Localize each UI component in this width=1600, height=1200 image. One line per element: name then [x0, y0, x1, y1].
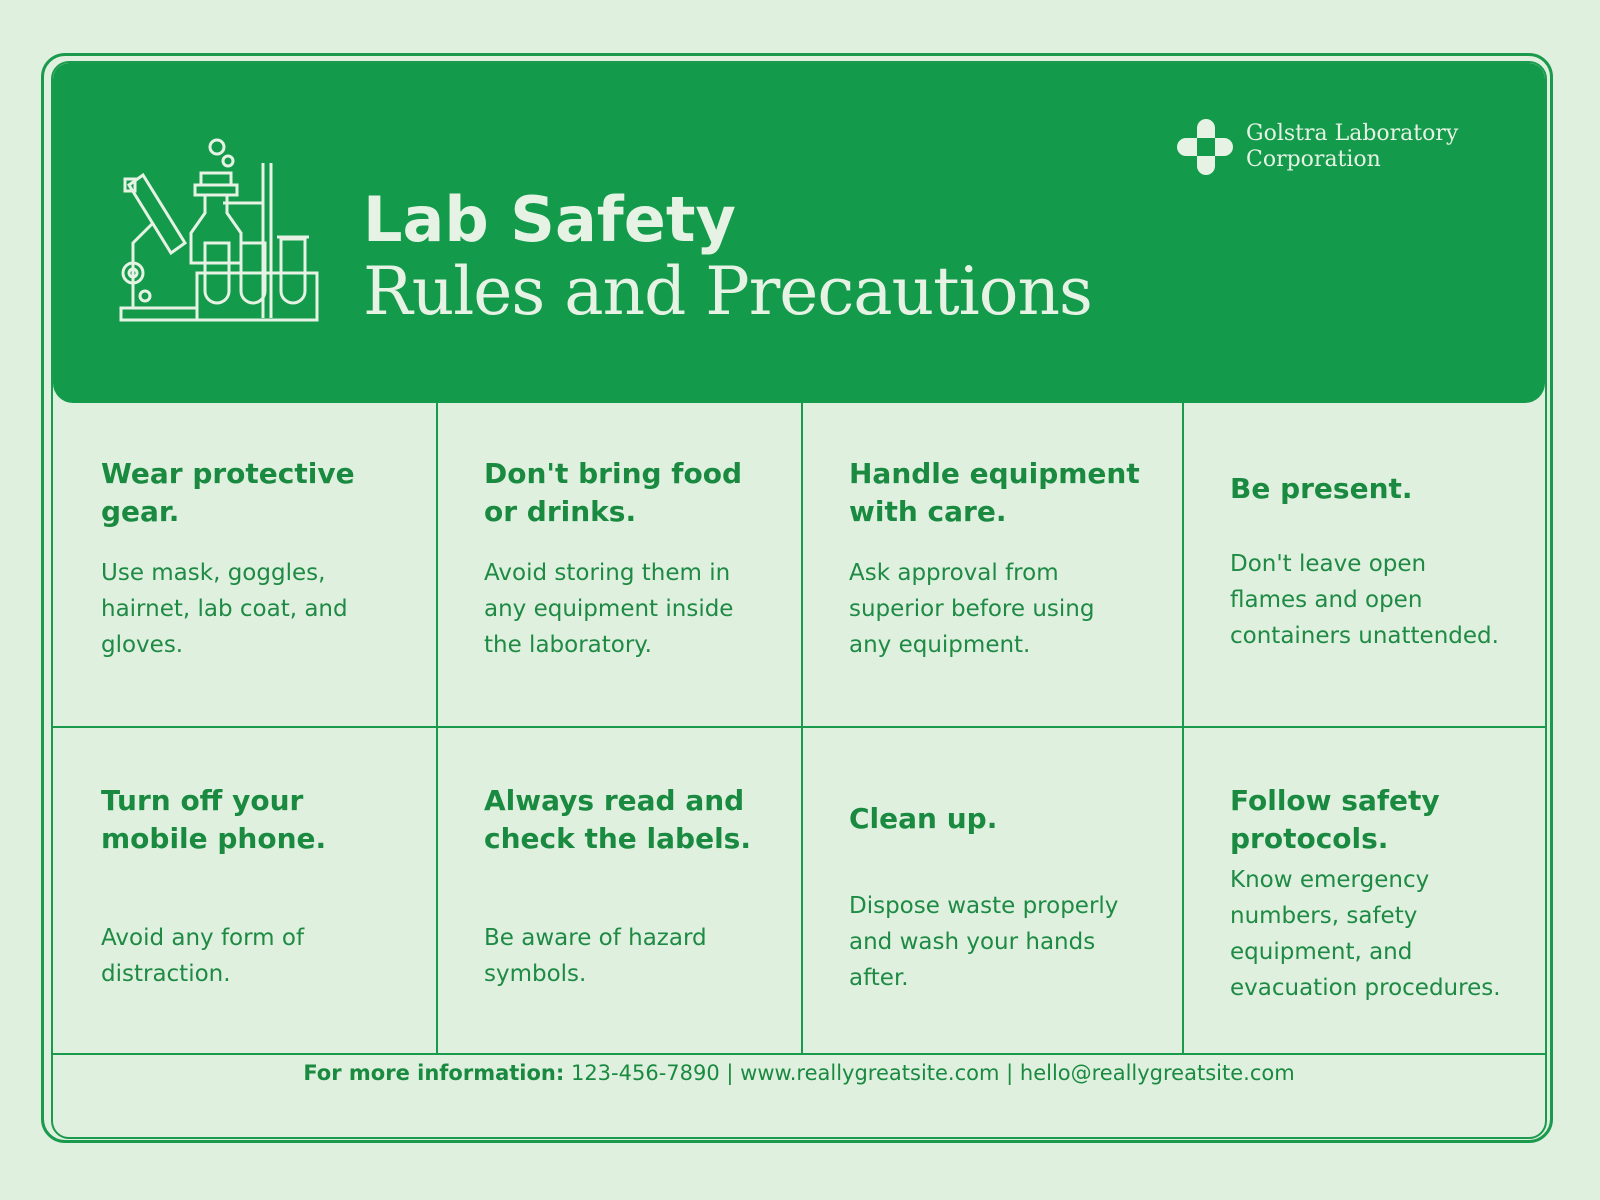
footer-label: For more information: — [303, 1061, 565, 1085]
rule-cell: Always read and check the labels. Be awar… — [436, 726, 801, 1053]
company-line: Corporation — [1246, 147, 1381, 172]
lab-icon — [119, 138, 319, 322]
rule-body: Avoid storing them in any equipment insi… — [484, 560, 734, 658]
inner-frame: Lab Safety Rules and Precautions Golstra… — [51, 61, 1547, 1139]
subtitle: Rules and Precautions — [363, 253, 1093, 330]
rule-body: Avoid any form of distraction. — [101, 925, 305, 987]
outer-frame — [41, 53, 1553, 1143]
rule-title: Handle equipment with care. — [849, 457, 1140, 528]
divider — [436, 403, 438, 1053]
divider — [1182, 403, 1184, 1053]
rule-title: Clean up. — [849, 802, 998, 835]
rule-cell: Turn off your mobile phone. Avoid any for… — [53, 726, 436, 1053]
divider — [53, 726, 1545, 728]
company-logo — [1177, 119, 1233, 175]
rule-body: Be aware of hazard symbols. — [484, 925, 707, 987]
rule-cell: Don't bring food or drinks. Avoid storing… — [436, 403, 801, 726]
rule-body: Dispose waste properly and wash your han… — [849, 893, 1119, 991]
footer: For more information: 123-456-7890 | www… — [53, 1061, 1545, 1085]
rule-title: Be present. — [1230, 472, 1413, 505]
rule-cell: Wear protective gear. Use mask, goggles, … — [53, 403, 436, 726]
rule-title: Follow safety protocols. — [1230, 784, 1440, 855]
rule-title: Don't bring food or drinks. — [484, 457, 742, 528]
rule-body: Ask approval from superior before using … — [849, 560, 1095, 658]
rule-body: Know emergency numbers, safety equipment… — [1230, 867, 1501, 1001]
divider — [53, 1053, 1545, 1055]
rule-body: Don't leave open flames and open contain… — [1230, 551, 1499, 649]
title: Lab Safety — [363, 183, 736, 256]
header: Lab Safety Rules and Precautions Golstra… — [53, 63, 1545, 403]
footer-contacts: 123-456-7890 | www.reallygreatsite.com |… — [570, 1061, 1295, 1085]
company-name: Golstra Laboratory Corporation — [1246, 121, 1458, 173]
company-line: Golstra Laboratory — [1246, 121, 1459, 146]
rule-cell: Handle equipment with care. Ask approval … — [801, 403, 1182, 726]
divider — [801, 403, 803, 1053]
rule-body: Use mask, goggles, hairnet, lab coat, an… — [101, 560, 348, 658]
rule-cell: Be present. Don't leave open flames and o… — [1182, 403, 1545, 726]
rule-title: Wear protective gear. — [101, 457, 355, 528]
rule-cell: Clean up. Dispose waste properly and wash… — [801, 726, 1182, 1053]
rule-title: Turn off your mobile phone. — [101, 784, 327, 855]
rule-title: Always read and check the labels. — [484, 784, 751, 855]
rule-cell: Follow safety protocols. Know emergency n… — [1182, 726, 1545, 1053]
